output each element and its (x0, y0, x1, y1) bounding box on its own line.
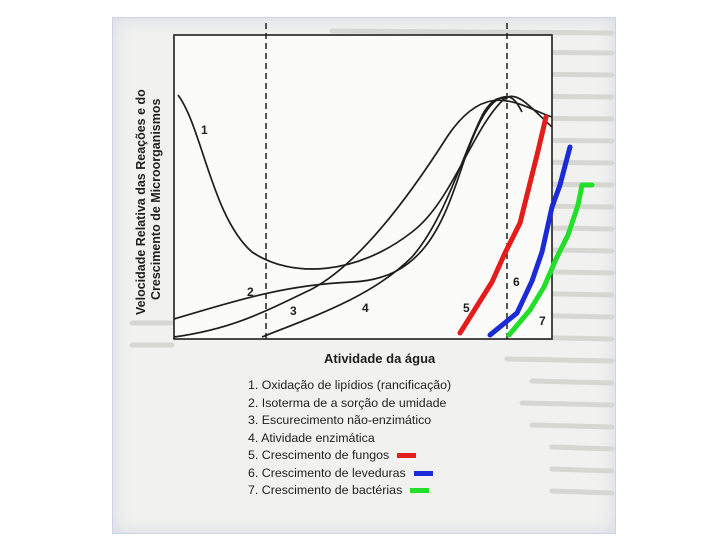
legend-item-1: 1. Oxidação de lipídios (rancificação) (248, 377, 451, 395)
scanned-figure: Velocidade Relativa das Reações e do Cre… (112, 17, 616, 534)
curve-4-enzymatic (261, 97, 508, 338)
legend: 1. Oxidação de lipídios (rancificação) 2… (248, 377, 451, 500)
legend-item-2: 2. Isoterma de a sorção de umidade (248, 395, 451, 413)
legend-item-7: 7. Crescimento de bactérias (248, 482, 451, 500)
legend-swatch-bacteria (410, 488, 430, 494)
curve-6-yeast (487, 144, 573, 338)
legend-text-1: 1. Oxidação de lipídios (rancificação) (248, 378, 452, 392)
curve-3-browning (173, 99, 553, 338)
curve-number-4: 4 (362, 301, 369, 315)
x-axis-label: Atividade da água (324, 351, 436, 366)
legend-text-6: 6. Crescimento de leveduras (248, 465, 406, 480)
curve-number-7: 7 (539, 314, 546, 328)
curve-5-fungi (457, 114, 549, 336)
legend-text-7: 7. Crescimento de bactérias (248, 483, 403, 497)
curve-number-1: 1 (201, 123, 208, 137)
diagram-plot (129, 23, 615, 496)
curve-number-6: 6 (513, 275, 520, 289)
legend-text-4: 4. Atividade enzimática (248, 430, 375, 445)
y-axis-label-line2: Crescimento de Microorganismos (149, 98, 163, 300)
legend-text-3: 3. Escurecimento não-enzimático (248, 413, 432, 427)
legend-text-5: 5. Crescimento de fungos (248, 448, 390, 462)
legend-item-6: 6. Crescimento de leveduras (248, 465, 451, 483)
curve-number-2: 2 (247, 285, 254, 299)
legend-item-3: 3. Escurecimento não-enzimático (248, 412, 451, 430)
curve-7-bacteria (506, 182, 595, 338)
legend-item-4: 4. Atividade enzimática (248, 430, 451, 448)
legend-item-5: 5. Crescimento de fungos (248, 447, 451, 465)
legend-swatch-fungi (397, 453, 417, 459)
legend-text-2: 2. Isoterma de a sorção de umidade (248, 395, 447, 410)
curve-2-sorption-isotherm (173, 95, 523, 320)
legend-swatch-yeast (413, 470, 433, 476)
curve-number-3: 3 (290, 304, 297, 318)
curve-number-5: 5 (463, 301, 470, 315)
y-axis-label-line1: Velocidade Relativa das Reações e do (134, 89, 148, 315)
